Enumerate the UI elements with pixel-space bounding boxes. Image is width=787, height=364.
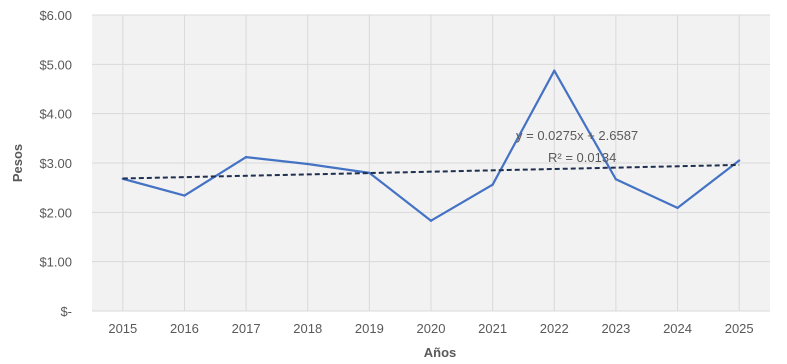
y-tick-label: $6.00 [39, 8, 72, 23]
x-tick-label: 2025 [725, 321, 754, 336]
x-tick-label: 2017 [232, 321, 261, 336]
y-tick-label: $5.00 [39, 57, 72, 72]
x-axis-title: Años [424, 345, 457, 360]
x-tick-label: 2024 [663, 321, 692, 336]
x-tick-label: 2016 [170, 321, 199, 336]
data-point [306, 162, 309, 166]
x-tick-label: 2018 [293, 321, 322, 336]
y-tick-label: $4.00 [39, 107, 72, 122]
x-tick-label: 2022 [540, 321, 569, 336]
trendline-r-squared: R² = 0.0134 [548, 150, 616, 165]
data-point [244, 155, 248, 159]
y-tick-label: $3.00 [39, 156, 72, 171]
trendline [122, 163, 740, 180]
data-point [553, 69, 556, 72]
y-tick-label: $- [60, 304, 72, 319]
y-axis-title: Pesos [10, 144, 25, 182]
data-point [676, 206, 679, 210]
trendline-equation: y = 0.0275x + 2.6587 [516, 128, 638, 143]
x-tick-label: 2023 [601, 321, 630, 336]
y-tick-label: $2.00 [39, 205, 72, 220]
data-point [737, 159, 741, 162]
x-tick-label: 2015 [108, 321, 137, 336]
data-point [429, 219, 433, 222]
x-tick-label: 2020 [417, 321, 446, 336]
data-point [491, 183, 494, 186]
x-tick-label: 2019 [355, 321, 384, 336]
data-point [183, 194, 186, 197]
data-point [368, 171, 371, 175]
data-point [614, 178, 618, 181]
y-tick-label: $1.00 [39, 255, 72, 270]
x-tick-label: 2021 [478, 321, 507, 336]
